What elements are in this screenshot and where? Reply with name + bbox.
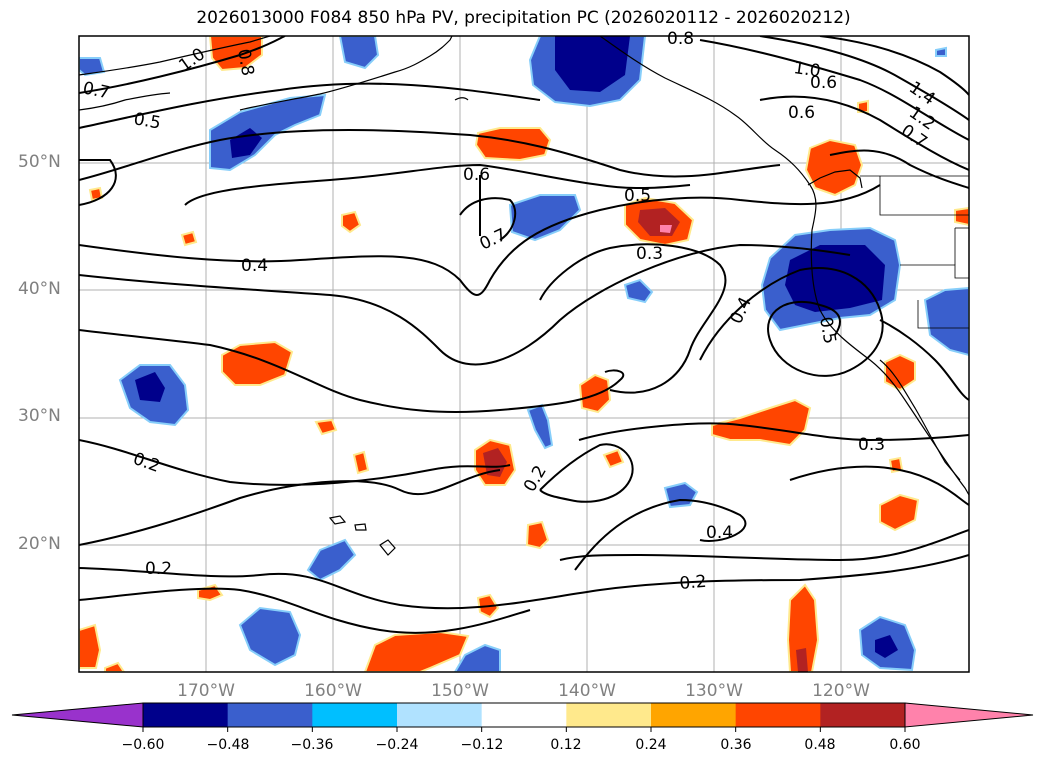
colorbar-tick-label: −0.24 <box>375 737 419 753</box>
contour-label: 0.4 <box>706 523 733 543</box>
pv-contours <box>79 36 969 634</box>
positive-anomaly-areas <box>79 36 969 672</box>
colorbar-swatch <box>566 703 652 727</box>
longitude-label: 140°W <box>558 681 616 701</box>
contour-label: 0.5 <box>624 186 651 206</box>
colorbar-swatch <box>312 703 398 727</box>
negative-anomaly-areas <box>79 36 969 672</box>
colorbar-swatch <box>820 703 906 727</box>
colorbar-tick-label: −0.12 <box>460 737 504 753</box>
contour-label-group: 0.8 1.0 0.7 0.5 0.6 1.4 1.2 1.0 0.6 0.7 … <box>81 29 939 594</box>
contour-label: 1.0 <box>792 58 822 82</box>
latitude-label: 40°N <box>18 279 61 299</box>
contour-label: 0.6 <box>810 73 837 93</box>
colorbar-tick-label: −0.48 <box>206 737 250 753</box>
map-title: 2026013000 F084 850 hPa PV, precipitatio… <box>196 8 851 28</box>
colorbar-tick-label: 0.12 <box>550 737 582 753</box>
contour-label: 0.8 <box>233 47 257 77</box>
latitude-label: 50°N <box>18 152 61 172</box>
colorbar-swatch <box>481 703 567 727</box>
colorbar-swatch <box>397 703 483 727</box>
longitude-label: 130°W <box>685 681 743 701</box>
colorbar-tick-label: 0.36 <box>720 737 752 753</box>
latitude-label: 20°N <box>18 534 61 554</box>
longitude-label: 170°W <box>177 681 235 701</box>
colorbar-tick-label: 0.60 <box>889 737 921 753</box>
contour-label: 0.6 <box>788 103 815 123</box>
colorbar-tick-label: 0.24 <box>635 737 667 753</box>
colorbar-tick-label: −0.60 <box>121 737 165 753</box>
coastline <box>79 36 969 556</box>
colorbar-swatch <box>651 703 737 727</box>
longitude-label: 150°W <box>431 681 489 701</box>
contour-label: 0.8 <box>667 29 694 49</box>
contour-label: 0.6 <box>463 165 490 185</box>
colorbar-tick-label: 0.48 <box>804 737 836 753</box>
colorbar-swatch <box>143 703 229 727</box>
map-frame <box>78 35 970 673</box>
contour-label: 0.3 <box>636 244 663 264</box>
contour-label: 0.4 <box>241 256 268 276</box>
colorbar-swatch <box>735 703 821 727</box>
longitude-label: 160°W <box>304 681 362 701</box>
contour-label: 0.2 <box>145 559 172 579</box>
contour-label: 0.5 <box>815 315 839 345</box>
colorbar-swatch <box>227 703 313 727</box>
longitude-label: 120°W <box>812 681 870 701</box>
contour-label: 0.5 <box>132 109 162 133</box>
latitude-label: 30°N <box>18 406 61 426</box>
colorbar-extend-low <box>12 703 143 727</box>
contour-label: 0.3 <box>858 435 885 455</box>
contour-label: 0.2 <box>679 572 708 594</box>
colorbar-tick-label: −0.36 <box>290 737 334 753</box>
country-borders <box>860 175 969 329</box>
colorbar-extend-high <box>905 703 1033 727</box>
colorbar <box>11 702 1034 732</box>
